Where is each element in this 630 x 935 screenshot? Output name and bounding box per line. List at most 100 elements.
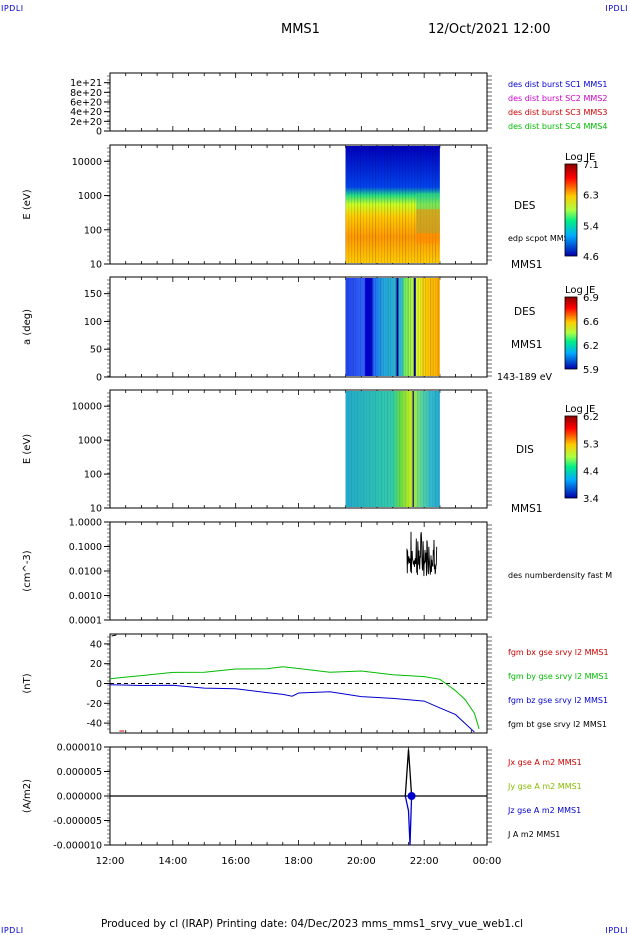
- energy-range-label: 143-189 eV: [497, 372, 553, 383]
- x-tick-label: 16:00: [221, 856, 250, 867]
- x-tick-label: 14:00: [158, 856, 187, 867]
- instrument-label: DIS: [516, 444, 534, 456]
- y-tick-label: 40: [90, 639, 102, 650]
- y-tick-label: 4e+20: [70, 107, 102, 118]
- y-tick-label: 0.0010: [69, 591, 102, 602]
- spacecraft-label: MMS1: [511, 503, 542, 515]
- footer-credits: Produced by cl (IRAP) Printing date: 04/…: [101, 918, 524, 930]
- legend-entry: des dist burst SC4 MMS4: [508, 122, 607, 131]
- legend-entry: des dist burst SC2 MMS2: [508, 94, 607, 103]
- fgm-series-line: [109, 666, 480, 729]
- legend-entry: fgm bx gse srvy l2 MMS1: [508, 648, 609, 657]
- x-tick-label: 20:00: [347, 856, 376, 867]
- legend-entry: des dist burst SC3 MMS3: [508, 108, 607, 117]
- colorbar-tick-label: 6.2: [583, 341, 599, 352]
- x-tick-label: 18:00: [284, 856, 313, 867]
- colorbar-tick-label: 6.3: [583, 191, 599, 202]
- y-tick-label: 0: [96, 127, 102, 138]
- legend-entry: Jy gse A m2 MMS1: [507, 782, 582, 791]
- y-axis-label: E (eV): [22, 189, 33, 219]
- datetime-title: 12/Oct/2021 12:00: [428, 22, 551, 37]
- y-tick-label: 10000: [72, 402, 102, 413]
- colorbar-tick-label: 7.1: [583, 160, 599, 171]
- legend-entry: Jx gse A m2 MMS1: [507, 758, 582, 767]
- y-tick-label: 10000: [72, 157, 102, 168]
- y-tick-label: 1000: [78, 436, 102, 447]
- x-tick-label: 00:00: [473, 856, 502, 867]
- mission-title: MMS1: [281, 22, 320, 37]
- colorbar-tick-label: 5.4: [583, 221, 599, 232]
- spacecraft-label: MMS1: [511, 339, 542, 351]
- panel-frame: [109, 72, 488, 132]
- y-tick-label: 0: [96, 679, 102, 690]
- colorbar-tick-label: 3.4: [583, 494, 599, 505]
- y-axis-label: a (deg): [22, 309, 33, 345]
- y-tick-label: 0.0001: [69, 616, 102, 627]
- legend-entry: fgm by gse srvy l2 MMS1: [508, 672, 609, 681]
- y-tick-label: 150: [84, 289, 102, 300]
- y-tick-label: 2e+20: [70, 117, 102, 128]
- instrument-label: DES: [514, 306, 536, 318]
- y-axis-label: (nT): [22, 673, 33, 693]
- y-tick-label: 100: [84, 317, 102, 328]
- colorbar-dis-energy: [564, 415, 578, 499]
- colorbar-tick-label: 6.2: [583, 412, 599, 423]
- colorbar-tick-label: 5.3: [583, 439, 599, 450]
- y-tick-label: 0: [96, 373, 102, 384]
- y-axis-label: E (eV): [22, 434, 33, 464]
- y-tick-label: 20: [90, 659, 102, 670]
- y-tick-label: 50: [90, 345, 102, 356]
- fgm-series-line: [111, 634, 117, 637]
- spectrogram-patch: [416, 209, 440, 244]
- ipdl-label-bottom-left: IPDLI: [1, 926, 24, 935]
- legend-entry: Jz gse A m2 MMS1: [507, 806, 581, 815]
- y-tick-label: 0.0100: [69, 567, 102, 578]
- y-tick-label: 100: [84, 225, 102, 236]
- colorbar-des-energy: [564, 163, 578, 257]
- colorbar-title: Log JE: [565, 404, 595, 415]
- fgm-series-line: [109, 684, 475, 733]
- colorbar-title: Log JE: [565, 285, 595, 296]
- dis-energy-spectrogram: [345, 391, 440, 507]
- colorbar-tick-label: 4.4: [583, 467, 599, 478]
- current-series-line: [404, 749, 413, 797]
- colorbar-tick-label: 5.9: [583, 365, 599, 376]
- y-tick-label: 1.0000: [69, 518, 102, 529]
- ipdl-label-top-left: IPDLI: [1, 4, 24, 13]
- overlay-label: edp scpot MMS1: [508, 234, 574, 243]
- instrument-label: DES: [514, 200, 536, 212]
- y-tick-label: 0.000000: [57, 792, 102, 803]
- y-axis-label: (A/m2): [22, 779, 33, 813]
- legend-entry: des dist burst SC1 MMS1: [508, 80, 607, 89]
- y-tick-label: -40: [86, 719, 102, 730]
- colorbar-title: Log JE: [565, 152, 595, 163]
- x-tick-label: 22:00: [410, 856, 439, 867]
- spacecraft-label: MMS1: [511, 259, 542, 271]
- des-pitch-spectrogram: [345, 278, 440, 376]
- y-tick-label: 8e+20: [70, 88, 102, 99]
- y-tick-label: 10: [90, 504, 102, 515]
- current-spike-marker: [407, 792, 416, 800]
- y-tick-label: -20: [86, 699, 102, 710]
- y-tick-label: -0.000005: [53, 816, 102, 827]
- colorbar-tick-label: 4.6: [583, 252, 599, 263]
- y-tick-label: 10: [90, 260, 102, 271]
- y-tick-label: 1000: [78, 191, 102, 202]
- legend-entry: fgm bt gse srvy l2 MMS1: [508, 720, 607, 729]
- legend-entry: fgm bz gse srvy l2 MMS1: [508, 696, 608, 705]
- y-tick-label: 0.1000: [69, 542, 102, 553]
- colorbar-tick-label: 6.6: [583, 317, 599, 328]
- ipdl-label-top-right: IPDLI: [605, 4, 628, 13]
- legend-entry: J A m2 MMS1: [507, 830, 560, 839]
- y-tick-label: 100: [84, 470, 102, 481]
- y-axis-label: (cm^-3): [22, 550, 33, 591]
- current-series-line: [404, 795, 413, 846]
- colorbar-tick-label: 6.9: [583, 293, 599, 304]
- y-tick-label: 6e+20: [70, 98, 102, 109]
- y-tick-label: 0.000010: [57, 743, 102, 754]
- y-tick-label: 1e+21: [70, 78, 102, 89]
- colorbar-des-pitch: [564, 296, 578, 370]
- x-tick-label: 12:00: [96, 856, 125, 867]
- density-series-line: [406, 531, 438, 577]
